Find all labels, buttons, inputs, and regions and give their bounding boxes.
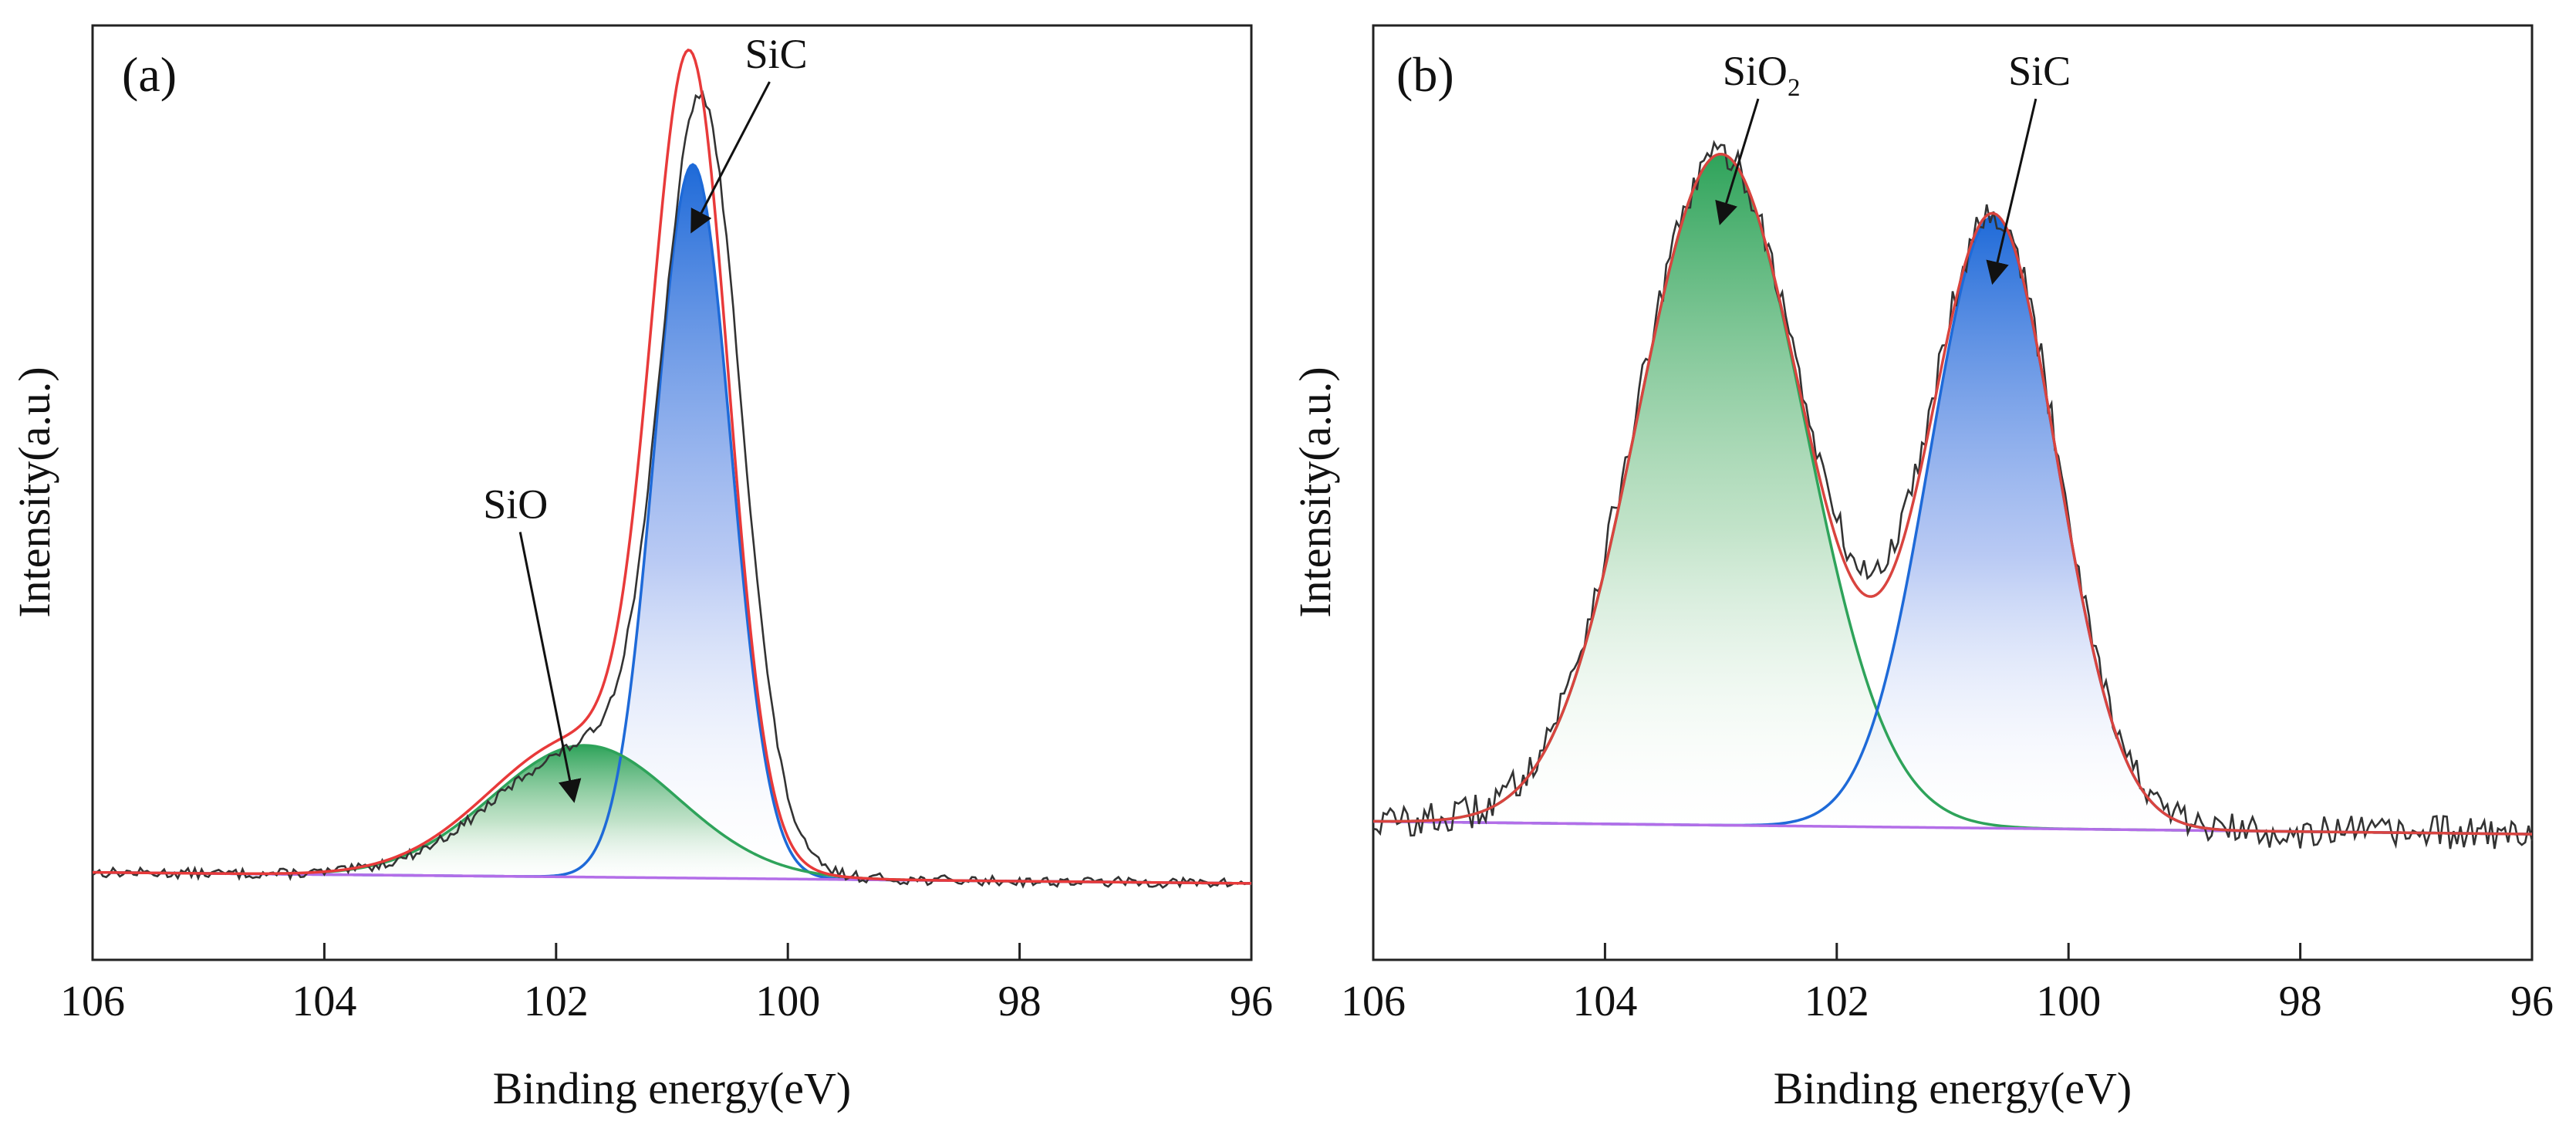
y-axis-label: Intensity(a.u.) bbox=[1290, 367, 1340, 617]
annotation-arrow bbox=[518, 532, 582, 803]
plot-frame bbox=[1372, 24, 2534, 961]
annotation-label-sic: SiC bbox=[745, 31, 808, 77]
component-lines bbox=[1372, 140, 2534, 850]
x-tick-label: 100 bbox=[2036, 978, 2101, 1025]
x-tick-label: 98 bbox=[998, 978, 1042, 1025]
panel-b: 106 104 102 100 98 96 SiO2 SiC (b) Binding ene… bbox=[1290, 24, 2554, 1113]
annotation-label-sio2: SiO2 bbox=[1723, 48, 1801, 102]
panel-a: 106 104 102 100 98 96 SiC SiO (a) Binding ener… bbox=[9, 24, 1273, 1113]
x-tick-label: 96 bbox=[2510, 978, 2554, 1025]
component-fill-sio2 bbox=[1373, 154, 2532, 835]
x-axis-ticks: 106 104 102 100 98 96 bbox=[1341, 943, 2554, 1025]
component-fill-sio bbox=[93, 745, 1251, 883]
component-fill-sic bbox=[1373, 216, 2532, 835]
raw-data-line bbox=[92, 90, 1252, 890]
annotation-label-sio: SiO bbox=[483, 481, 548, 528]
panel-label: (a) bbox=[122, 47, 177, 102]
annotation-arrow bbox=[690, 81, 771, 234]
x-axis-label: Binding energy(eV) bbox=[493, 1063, 851, 1113]
component-fills bbox=[93, 164, 1251, 883]
raw-data-line bbox=[1372, 140, 2534, 850]
envelope-line bbox=[1372, 152, 2533, 836]
x-tick-label: 104 bbox=[292, 978, 356, 1025]
x-tick-label: 102 bbox=[1805, 978, 1869, 1025]
envelope-line bbox=[92, 48, 1252, 885]
x-tick-label: 104 bbox=[1572, 978, 1637, 1025]
peak-annotations: SiO2 SiC bbox=[1715, 48, 2071, 285]
x-tick-label: 96 bbox=[1230, 978, 1273, 1025]
x-tick-label: 106 bbox=[1341, 978, 1406, 1025]
peak-annotations: SiC SiO bbox=[483, 31, 808, 803]
component-fill-sic bbox=[93, 164, 1251, 883]
annotation-arrow bbox=[1715, 98, 1760, 225]
x-tick-label: 106 bbox=[60, 978, 125, 1025]
x-tick-label: 102 bbox=[524, 978, 589, 1025]
x-axis-label: Binding energy(eV) bbox=[1774, 1063, 2132, 1113]
annotation-arrow bbox=[1986, 98, 2038, 285]
x-tick-label: 98 bbox=[2279, 978, 2322, 1025]
annotation-label-sic: SiC bbox=[2008, 48, 2071, 94]
x-tick-label: 100 bbox=[755, 978, 820, 1025]
component-fills bbox=[1373, 154, 2532, 835]
x-axis-ticks: 106 104 102 100 98 96 bbox=[60, 943, 1273, 1025]
panel-label: (b) bbox=[1396, 47, 1454, 102]
y-axis-label: Intensity(a.u.) bbox=[9, 367, 59, 617]
component-lines bbox=[92, 48, 1252, 890]
plot-frame bbox=[91, 24, 1253, 961]
